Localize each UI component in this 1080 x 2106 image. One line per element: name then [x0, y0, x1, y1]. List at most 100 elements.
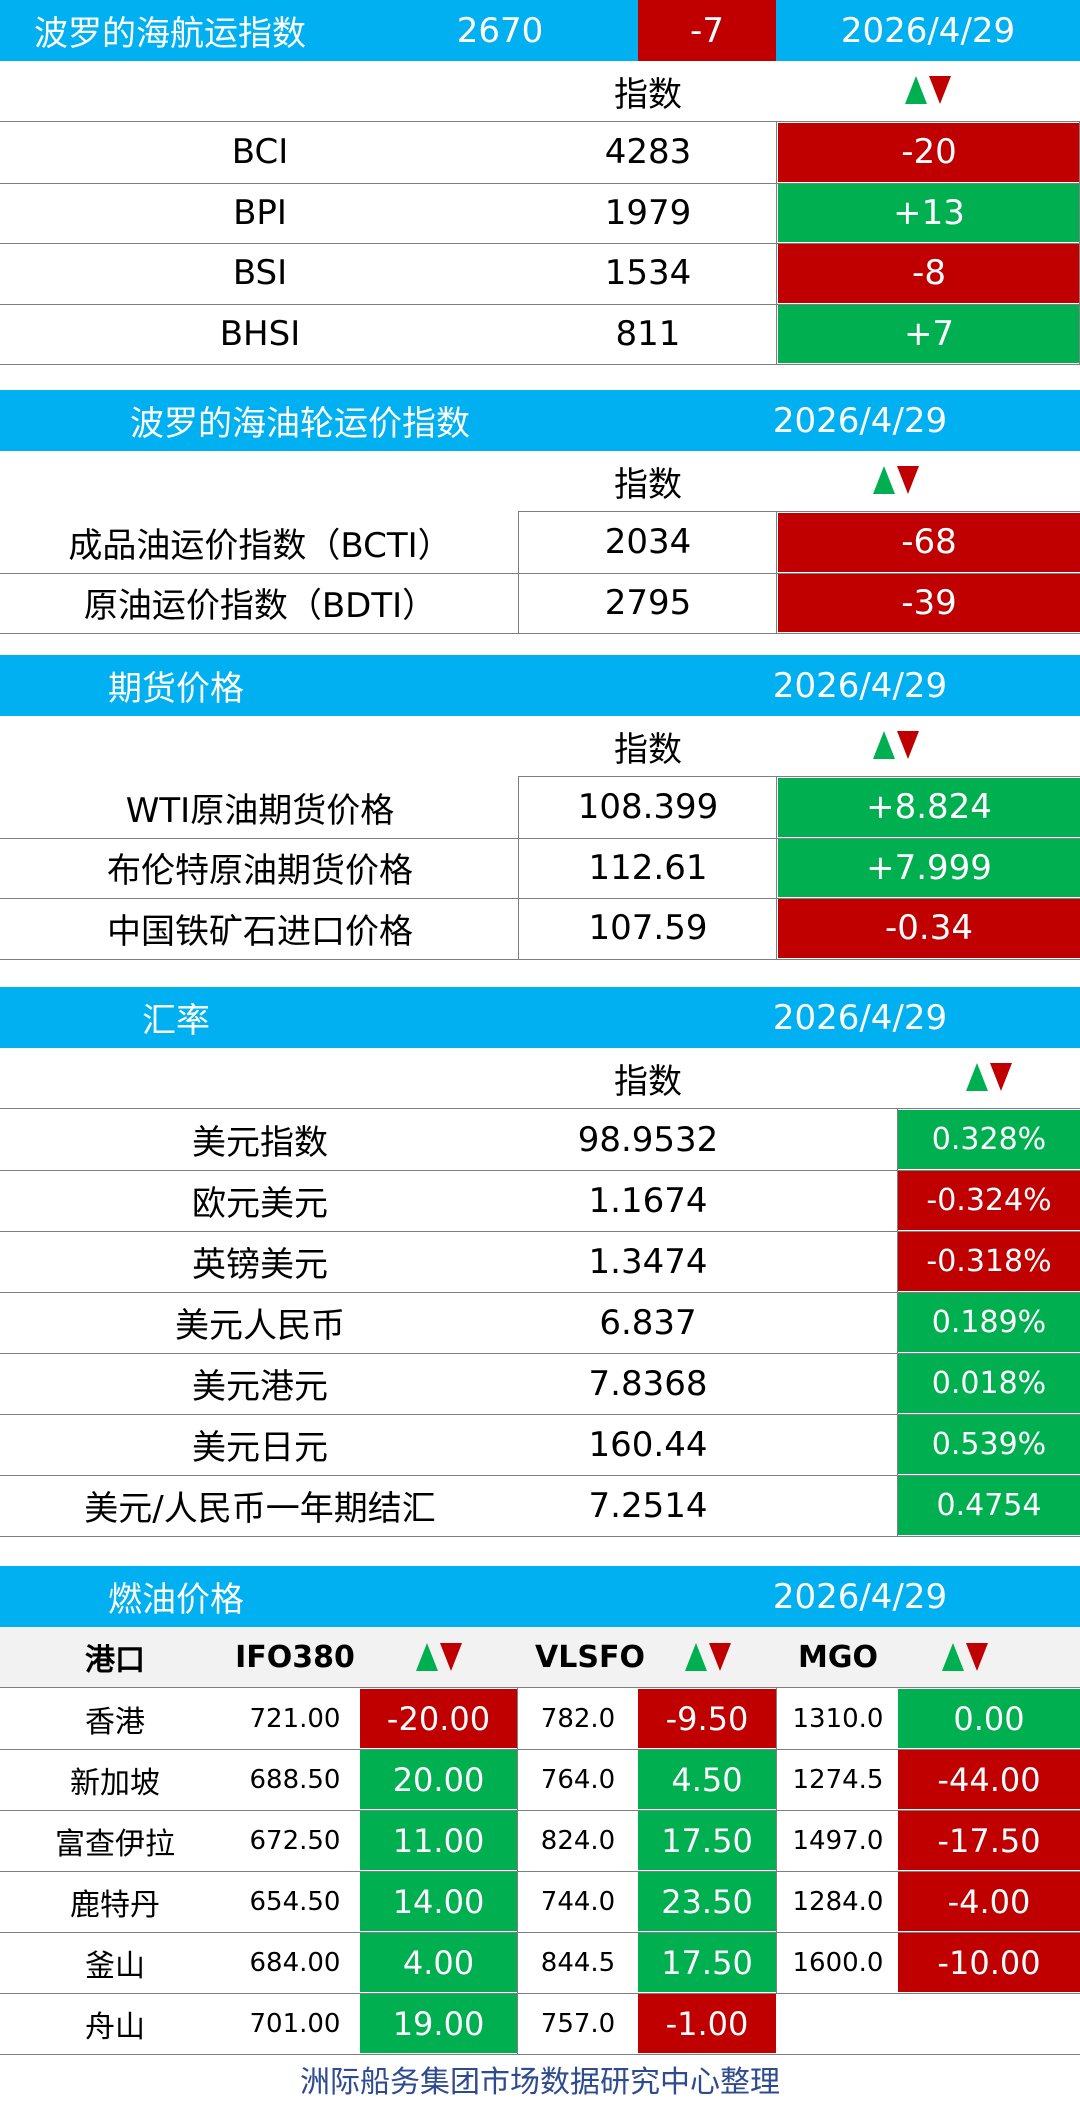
fx-row-change: 0.018%	[898, 1354, 1080, 1413]
fuel-column-header-bar	[0, 1627, 1080, 1687]
fuel-row-port: 香港	[85, 1704, 145, 1740]
column-divider	[518, 512, 519, 633]
fx-title: 汇率	[142, 987, 342, 1048]
fuel-ifo-updown-icon	[360, 1627, 518, 1687]
fuel-row-ifo-change: 19.00	[360, 1994, 517, 2053]
fx-col-index: 指数	[614, 1062, 682, 1102]
tanker-row-change: -68	[778, 513, 1080, 572]
row-divider	[0, 1810, 1080, 1811]
footer-credit: 洲际船务集团市场数据研究中心整理	[300, 2065, 780, 2100]
row-divider	[0, 572, 1080, 574]
fuel-row-vlsfo: 757.0	[540, 2008, 616, 2039]
column-divider	[776, 512, 777, 633]
fx-row-change: -0.318%	[898, 1232, 1080, 1291]
row-divider	[0, 1749, 1080, 1750]
fuel-col-mgo: MGO	[798, 1639, 878, 1675]
futures-row-name: 中国铁矿石进口价格	[107, 911, 413, 952]
baltic-row-name: BCI	[231, 132, 289, 173]
fx-date: 2026/4/29	[690, 987, 1030, 1048]
fx-row-name: 美元人民币	[175, 1306, 345, 1346]
fuel-row-vlsfo-change: -9.50	[638, 1689, 776, 1748]
futures-row-value: 112.61	[588, 847, 708, 888]
baltic-date: 2026/4/29	[776, 0, 1080, 61]
column-divider	[776, 122, 777, 364]
row-divider	[0, 1231, 1080, 1232]
column-divider	[518, 777, 519, 959]
column-divider	[776, 1688, 777, 1993]
fx-row-value: 7.2514	[588, 1485, 708, 1526]
fuel-mgo-updown-icon	[900, 1627, 1030, 1687]
fuel-row-vlsfo: 824.0	[540, 1825, 616, 1856]
fx-row-value: 160.44	[588, 1424, 708, 1465]
fuel-row-mgo-change: -10.00	[898, 1933, 1080, 1992]
fx-row-change: 0.4754	[898, 1476, 1080, 1535]
fx-row-change: 0.189%	[898, 1293, 1080, 1352]
fx-row-change: -0.324%	[898, 1171, 1080, 1230]
fuel-row-ifo380: 701.00	[249, 2008, 341, 2039]
futures-row-change: -0.34	[778, 899, 1080, 958]
fuel-row-mgo-change: 0.00	[898, 1689, 1080, 1748]
baltic-row-value: 1534	[604, 253, 692, 294]
baltic-col-index: 指数	[614, 75, 682, 115]
fx-row-name: 欧元美元	[192, 1184, 328, 1224]
fuel-row-vlsfo: 844.5	[540, 1947, 616, 1978]
futures-updown-icon	[776, 716, 1016, 774]
fuel-row-mgo: 1600.0	[792, 1947, 884, 1978]
tanker-row-name: 成品油运价指数（BCTI）	[68, 525, 452, 566]
fuel-row-ifo-change: 4.00	[360, 1933, 517, 1992]
fuel-row-port: 鹿特丹	[70, 1887, 160, 1923]
row-divider	[0, 1871, 1080, 1872]
fx-row-value: 1.3474	[588, 1241, 708, 1282]
fuel-col-vlsfo: VLSFO	[535, 1639, 645, 1675]
fuel-row-mgo-change: -44.00	[898, 1750, 1080, 1809]
fx-row-change: 0.539%	[898, 1415, 1080, 1474]
fuel-row-vlsfo-change: 17.50	[638, 1933, 776, 1992]
fuel-row-ifo380: 721.00	[249, 1703, 341, 1734]
baltic-row-value: 4283	[604, 132, 692, 173]
futures-row-change: +8.824	[778, 778, 1080, 837]
baltic-row-value: 811	[615, 313, 681, 354]
fuel-row-mgo: 1310.0	[792, 1703, 884, 1734]
column-divider	[517, 1688, 518, 2054]
fuel-row-vlsfo-change: -1.00	[638, 1994, 776, 2053]
fx-row-value: 1.1674	[588, 1180, 708, 1221]
baltic-row-name: BPI	[233, 192, 287, 233]
tanker-updown-icon	[776, 451, 1016, 509]
fuel-row-mgo: 1284.0	[792, 1886, 884, 1917]
baltic-row-change: +13	[778, 183, 1080, 242]
fuel-row-ifo-change: -20.00	[360, 1689, 517, 1748]
fuel-row-ifo-change: 11.00	[360, 1811, 517, 1870]
baltic-index: 2670	[400, 0, 600, 61]
fuel-row-port: 舟山	[85, 2009, 145, 2045]
tanker-row-value: 2795	[604, 582, 692, 623]
row-divider	[0, 1536, 1080, 1537]
row-divider	[0, 1170, 1080, 1171]
baltic-row-name: BSI	[232, 253, 288, 294]
fuel-col-ifo380: IFO380	[235, 1639, 355, 1675]
tanker-col-index: 指数	[614, 465, 682, 505]
futures-row-name: 布伦特原油期货价格	[107, 851, 413, 892]
tanker-row-change: -39	[778, 573, 1080, 632]
baltic-change: -7	[638, 0, 776, 61]
column-divider	[897, 1109, 898, 1536]
futures-row-name: WTI原油期货价格	[125, 790, 395, 831]
futures-title: 期货价格	[108, 655, 408, 716]
fuel-row-port: 富查伊拉	[55, 1826, 175, 1862]
row-divider	[0, 898, 1080, 899]
fuel-row-port: 新加坡	[70, 1765, 160, 1801]
futures-row-value: 108.399	[577, 787, 719, 828]
fx-updown-icon	[898, 1048, 1080, 1106]
row-divider	[0, 1932, 1080, 1933]
fx-row-name: 美元/人民币一年期结汇	[84, 1489, 436, 1529]
baltic-updown-icon	[776, 61, 1080, 119]
row-divider	[0, 958, 1080, 960]
fuel-row-vlsfo-change: 23.50	[638, 1872, 776, 1931]
row-divider	[0, 1292, 1080, 1293]
row-divider	[0, 1993, 1080, 1994]
row-divider	[0, 633, 1080, 634]
row-divider	[0, 1353, 1080, 1354]
fuel-date: 2026/4/29	[690, 1566, 1030, 1627]
fuel-row-mgo: 1497.0	[792, 1825, 884, 1856]
baltic-row-change: -8	[778, 244, 1080, 303]
tanker-row-value: 2034	[604, 522, 692, 563]
